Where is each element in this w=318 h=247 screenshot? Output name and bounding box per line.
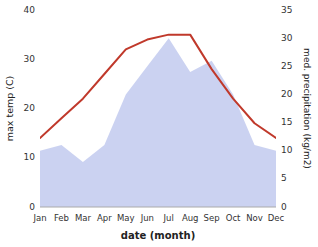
x-tick-label: Feb	[54, 213, 69, 223]
y-tick-label: 10	[24, 152, 36, 162]
y-tick-label: 0	[29, 202, 35, 212]
plot-area	[40, 35, 276, 207]
x-tick-label: Sep	[204, 213, 220, 223]
x-tick-label: May	[117, 213, 135, 223]
x-tick-label: Jan	[32, 213, 46, 223]
y2-tick-label: 5	[281, 173, 287, 183]
y2-tick-label: 20	[281, 89, 293, 99]
x-tick-label: Aug	[182, 213, 199, 223]
x-tick-label: Mar	[75, 213, 92, 223]
y2-tick-label: 35	[281, 5, 292, 15]
x-tick-label: Jul	[163, 213, 174, 223]
y-axis-label: max temp (C)	[4, 76, 15, 142]
x-tick-label: Nov	[246, 213, 263, 223]
temp-line	[40, 35, 276, 138]
y-tick-label: 30	[24, 54, 36, 64]
precip-area	[40, 38, 276, 207]
y2-axis-label: med. precipitation (kg/m2)	[302, 48, 312, 169]
x-tick-label: Dec	[268, 213, 285, 223]
x-tick-label: Oct	[226, 213, 241, 223]
y2-tick-label: 25	[281, 61, 292, 71]
x-tick-label: Jun	[140, 213, 154, 223]
y2-tick-label: 15	[281, 117, 292, 127]
chart: 0 10 20 30 40 0 5 10 15 20 25 30 35 Jan Feb Mar Apr May Ju…	[0, 0, 318, 247]
y2-tick-label: 10	[281, 145, 293, 155]
y2-tick-label: 0	[281, 202, 287, 212]
y2-tick-label: 30	[281, 33, 293, 43]
y-tick-label: 20	[24, 103, 36, 113]
x-tick-label: Apr	[97, 213, 112, 223]
x-axis-label: date (month)	[121, 230, 195, 241]
x-axis-line	[40, 207, 276, 208]
y-tick-label: 40	[24, 5, 36, 15]
